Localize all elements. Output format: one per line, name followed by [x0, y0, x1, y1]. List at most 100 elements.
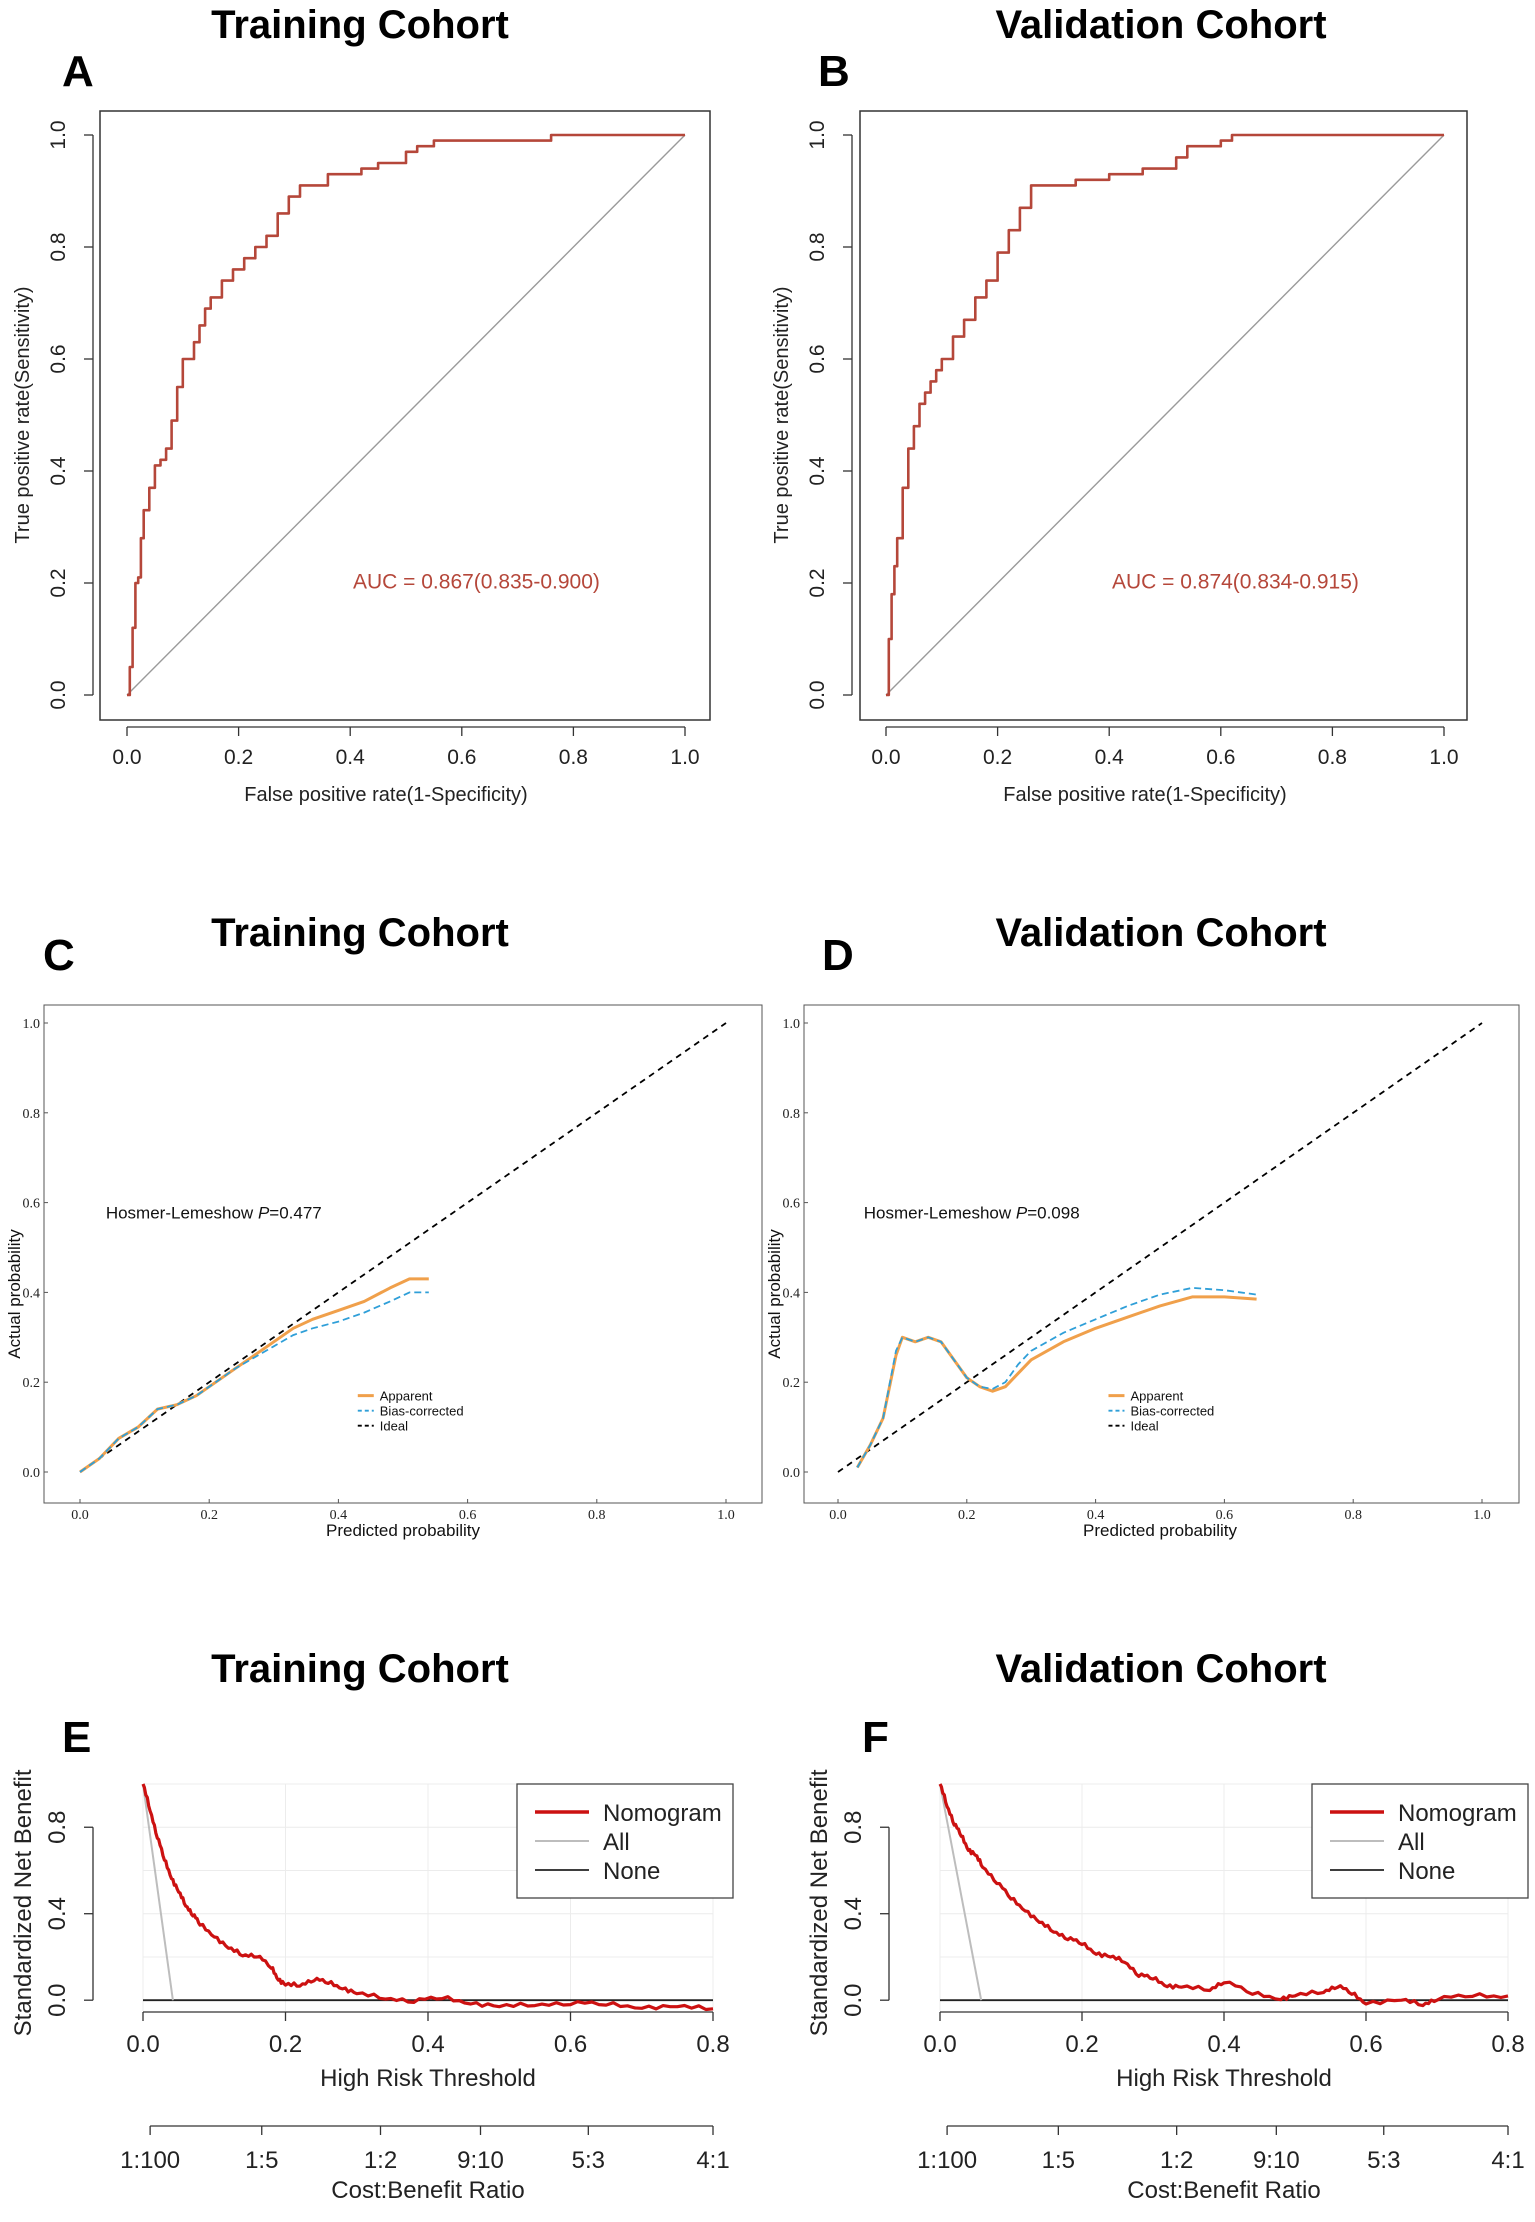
hosmer-lemeshow-annotation: Hosmer-Lemeshow P=0.477	[106, 1203, 322, 1222]
nomogram-curve	[938, 1783, 1509, 2008]
nomogram-curve	[141, 1783, 714, 2012]
x-tick-label: 1.0	[670, 746, 699, 769]
x-axis-label: High Risk Threshold	[1116, 2065, 1332, 2092]
legend-label: Bias-corrected	[1130, 1404, 1214, 1419]
bias-corrected-curve	[856, 1286, 1257, 1468]
y-axis-label: Standardized Net Benefit	[806, 1769, 833, 2036]
cost-benefit-tick-label: 1:5	[245, 2147, 278, 2174]
x-tick-label: 0.6	[1206, 746, 1235, 769]
y-tick-label: 0.4	[806, 456, 829, 486]
y-tick-label: 0.8	[47, 232, 70, 261]
chart-title: Training Cohort	[211, 3, 509, 47]
x-tick-label: 0.8	[588, 1508, 606, 1523]
x-tick-label: 0.0	[126, 2031, 159, 2058]
x-tick-label: 0.0	[112, 746, 141, 769]
x-tick-label: 0.2	[958, 1508, 976, 1523]
p-symbol: P	[258, 1203, 270, 1222]
chart-title: Validation Cohort	[995, 1647, 1326, 1691]
hosmer-lemeshow-annotation: Hosmer-Lemeshow P=0.098	[864, 1203, 1080, 1222]
y-tick-label: 0.4	[47, 456, 70, 486]
x-tick-label: 0.4	[1095, 746, 1125, 769]
x-tick-label: 0.0	[71, 1508, 89, 1523]
x-tick-label: 0.2	[1065, 2031, 1098, 2058]
x-tick-label: 0.0	[829, 1508, 847, 1523]
panel-label: C	[43, 931, 75, 980]
roc-curve	[886, 133, 1444, 697]
cost-benefit-tick-label: 1:100	[120, 2147, 180, 2174]
legend-label: None	[1398, 1858, 1455, 1885]
panel-label: B	[818, 47, 850, 96]
apparent-curve	[856, 1295, 1257, 1469]
cost-benefit-tick-label: 9:10	[1253, 2147, 1300, 2174]
legend-label: Apparent	[1130, 1389, 1183, 1404]
y-axis-label: Actual probability	[765, 1229, 784, 1359]
cost-benefit-tick-label: 1:100	[917, 2147, 977, 2174]
bias-corrected-curve	[79, 1291, 429, 1473]
chart-title: Training Cohort	[211, 911, 509, 955]
x-tick-label: 0.2	[983, 746, 1012, 769]
y-tick-label: 0.4	[840, 1897, 867, 1930]
legend-label: Apparent	[380, 1389, 433, 1404]
y-axis-label: Standardized Net Benefit	[10, 1769, 37, 2036]
y-tick-label: 0.4	[783, 1286, 801, 1301]
x-tick-label: 0.4	[330, 1508, 348, 1523]
x-tick-label: 0.6	[554, 2031, 587, 2058]
cost-benefit-tick-label: 5:3	[1367, 2147, 1400, 2174]
y-axis-label: Actual probability	[5, 1229, 24, 1359]
y-tick-label: 0.0	[23, 1466, 41, 1481]
panel-label: E	[62, 1713, 91, 1762]
y-tick-label: 0.0	[47, 680, 70, 709]
legend-label: Bias-corrected	[380, 1404, 464, 1419]
reference-diagonal	[126, 134, 686, 696]
y-tick-label: 0.6	[47, 344, 70, 373]
x-tick-label: 0.0	[923, 2031, 956, 2058]
y-tick-label: 0.8	[783, 1107, 801, 1122]
legend-label: Ideal	[1130, 1419, 1158, 1434]
x-tick-label: 1.0	[1473, 1508, 1491, 1523]
all-line	[939, 1783, 983, 2001]
cost-benefit-tick-label: 9:10	[457, 2147, 504, 2174]
x-tick-label: 0.6	[447, 746, 476, 769]
panel-label: F	[862, 1713, 889, 1762]
x-tick-label: 0.6	[1216, 1508, 1234, 1523]
x-tick-label: 0.8	[1491, 2031, 1524, 2058]
y-tick-label: 0.2	[783, 1376, 801, 1391]
x-tick-label: 0.8	[1344, 1508, 1362, 1523]
cost-benefit-tick-label: 4:1	[696, 2147, 729, 2174]
y-axis-label: True positive rate(Sensitivity)	[12, 286, 34, 543]
x-tick-label: 0.8	[559, 746, 588, 769]
x-tick-label: 0.6	[459, 1508, 477, 1523]
cost-benefit-tick-label: 1:2	[364, 2147, 397, 2174]
roc-curve	[127, 133, 685, 697]
y-tick-label: 0.8	[23, 1107, 41, 1122]
y-tick-label: 0.4	[23, 1286, 41, 1301]
p-symbol: P	[1016, 1203, 1028, 1222]
y-tick-label: 1.0	[783, 1017, 801, 1032]
auc-annotation: AUC = 0.874(0.834-0.915)	[1112, 571, 1359, 594]
x-tick-label: 0.2	[224, 746, 253, 769]
plot-frame	[99, 110, 711, 721]
chart-title: Validation Cohort	[995, 911, 1326, 955]
y-tick-label: 0.2	[47, 568, 70, 597]
legend-label: Ideal	[380, 1419, 408, 1434]
legend-label: All	[1398, 1829, 1425, 1856]
y-axis-label: True positive rate(Sensitivity)	[771, 286, 793, 543]
x-tick-label: 0.8	[1318, 746, 1347, 769]
y-tick-label: 0.4	[44, 1897, 71, 1930]
cost-benefit-tick-label: 1:5	[1042, 2147, 1075, 2174]
cost-benefit-axis-label: Cost:Benefit Ratio	[331, 2177, 524, 2204]
y-tick-label: 0.2	[806, 568, 829, 597]
cost-benefit-tick-label: 5:3	[572, 2147, 605, 2174]
legend-label: Nomogram	[1398, 1800, 1517, 1827]
x-tick-label: 1.0	[1429, 746, 1458, 769]
cost-benefit-tick-label: 4:1	[1491, 2147, 1524, 2174]
y-tick-label: 1.0	[806, 120, 829, 149]
x-tick-label: 0.4	[336, 746, 366, 769]
chart-title: Training Cohort	[211, 1647, 509, 1691]
y-tick-label: 1.0	[23, 1017, 41, 1032]
legend-label: None	[603, 1858, 660, 1885]
x-tick-label: 1.0	[717, 1508, 735, 1523]
x-tick-label: 0.2	[200, 1508, 218, 1523]
x-tick-label: 0.0	[871, 746, 900, 769]
